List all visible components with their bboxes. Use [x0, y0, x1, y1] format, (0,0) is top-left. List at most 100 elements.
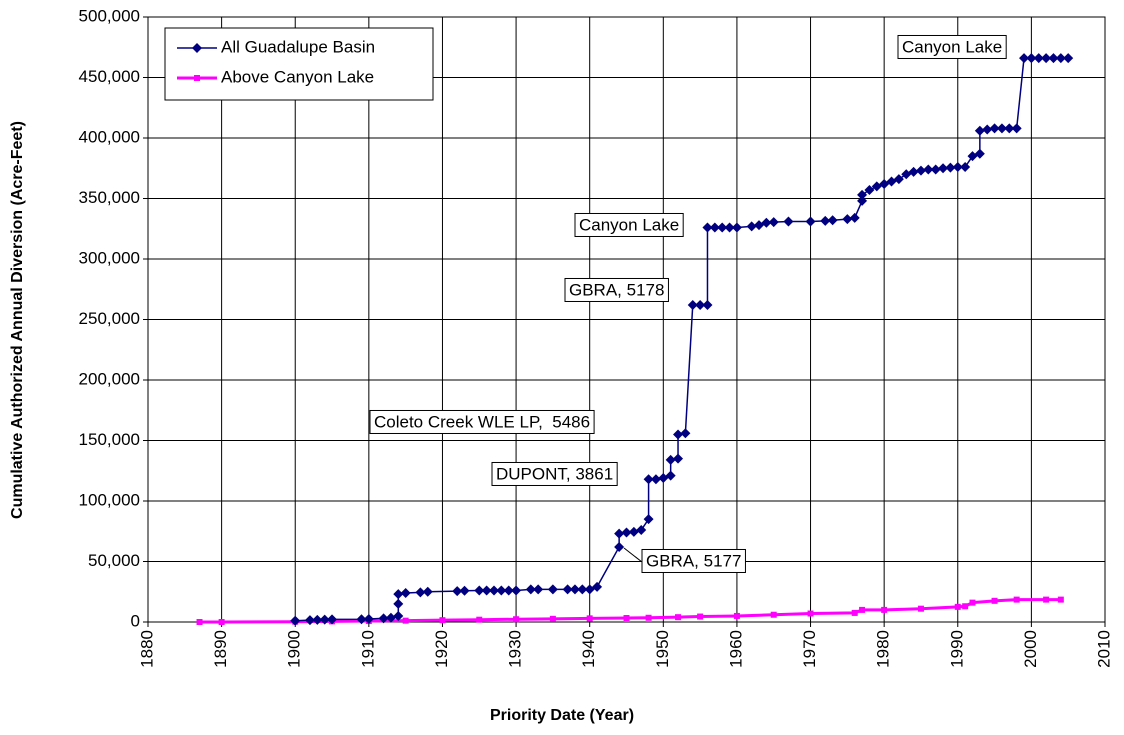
marker	[511, 585, 522, 596]
marker	[954, 603, 961, 610]
marker	[1026, 53, 1037, 64]
marker	[673, 453, 684, 464]
marker	[459, 585, 470, 596]
annotation-box	[574, 212, 684, 237]
x-tick-label: 2000	[1021, 630, 1040, 668]
marker	[695, 299, 706, 310]
marker	[533, 584, 544, 595]
marker	[577, 584, 588, 595]
marker	[643, 514, 654, 525]
marker	[496, 585, 507, 596]
marker	[614, 541, 625, 552]
marker	[488, 585, 499, 596]
marker	[621, 527, 632, 538]
marker	[746, 221, 757, 232]
marker	[770, 611, 777, 618]
annotation-text: Coleto Creek WLE LP, 5486	[374, 412, 590, 431]
marker	[1048, 53, 1059, 64]
marker	[807, 610, 814, 617]
x-tick-label: 1990	[947, 630, 966, 668]
marker	[650, 474, 661, 485]
marker	[1011, 123, 1022, 134]
marker	[724, 222, 735, 233]
marker	[857, 189, 868, 200]
legend-marker	[194, 75, 200, 81]
marker	[385, 612, 396, 623]
annotation: Coleto Creek WLE LP, 5486	[369, 409, 595, 434]
annotation-box	[564, 277, 669, 302]
y-tick-label: 300,000	[79, 248, 140, 267]
marker	[1041, 53, 1052, 64]
marker	[218, 619, 225, 625]
annotation: GBRA, 5177	[623, 547, 746, 573]
marker	[290, 615, 301, 626]
marker	[422, 586, 433, 597]
x-tick-label: 1950	[653, 630, 672, 668]
marker	[547, 584, 558, 595]
legend-label: Above Canyon Lake	[221, 67, 374, 86]
annotation: GBRA, 5178	[564, 277, 669, 302]
marker	[628, 526, 639, 537]
x-tick-label: 1890	[211, 630, 230, 668]
annotation-text: DUPONT, 3861	[496, 464, 613, 483]
annotation: Canyon Lake	[574, 212, 684, 237]
marker	[702, 299, 713, 310]
marker	[893, 174, 904, 185]
marker	[851, 609, 858, 616]
x-axis-label: Priority Date (Year)	[490, 707, 634, 724]
marker	[393, 589, 404, 600]
marker	[393, 598, 404, 609]
marker	[982, 124, 993, 135]
marker	[643, 474, 654, 485]
marker	[645, 614, 652, 621]
marker	[1013, 596, 1020, 603]
marker	[378, 613, 389, 624]
y-tick-label: 450,000	[79, 67, 140, 86]
annotation-text: GBRA, 5177	[646, 551, 741, 570]
marker	[592, 581, 603, 592]
marker	[665, 454, 676, 465]
legend-marker	[192, 43, 202, 53]
plot-frame	[147, 16, 1106, 623]
marker	[842, 214, 853, 225]
y-tick-label: 250,000	[79, 309, 140, 328]
annotation-box	[369, 409, 595, 434]
x-tick-label: 1940	[579, 630, 598, 668]
marker	[1043, 596, 1050, 603]
marker	[363, 613, 374, 624]
marker	[586, 615, 593, 622]
marker	[1055, 53, 1066, 64]
y-tick-label: 150,000	[79, 430, 140, 449]
y-tick-label: 200,000	[79, 369, 140, 388]
marker	[452, 586, 463, 597]
marker	[614, 528, 625, 539]
marker	[930, 164, 941, 175]
marker	[196, 619, 203, 625]
marker	[991, 597, 998, 604]
x-tick-label: 2010	[1094, 630, 1113, 668]
y-tick-label: 50,000	[88, 551, 140, 570]
marker	[636, 525, 647, 536]
marker	[513, 616, 520, 623]
marker	[687, 299, 698, 310]
marker	[969, 599, 976, 606]
marker	[393, 610, 404, 621]
annotation-text: Canyon Lake	[902, 37, 1002, 56]
annotation-box	[641, 548, 746, 573]
marker	[415, 587, 426, 598]
marker	[675, 614, 682, 621]
marker	[859, 606, 866, 613]
x-tick-label: 1930	[506, 630, 525, 668]
annotation-box	[897, 34, 1007, 59]
marker	[733, 612, 740, 619]
marker	[989, 123, 1000, 134]
marker	[503, 585, 514, 596]
marker	[717, 222, 728, 233]
marker	[356, 614, 367, 625]
marker	[549, 615, 556, 622]
marker	[702, 222, 713, 233]
series-line	[295, 57, 1069, 622]
annotation: DUPONT, 3861	[491, 461, 618, 486]
marker	[312, 614, 323, 625]
